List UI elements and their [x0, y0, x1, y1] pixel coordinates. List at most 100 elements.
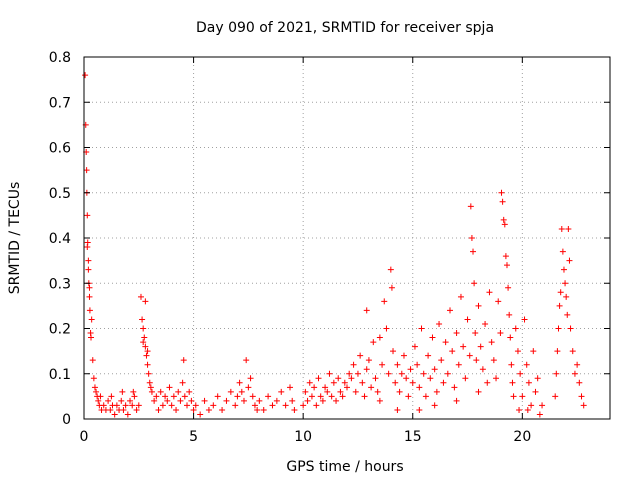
data-point	[273, 397, 280, 404]
data-point	[365, 357, 372, 364]
data-point	[499, 198, 506, 205]
data-point	[339, 393, 346, 400]
data-point	[562, 280, 569, 287]
y-tick-label: 0.1	[49, 367, 71, 383]
data-point	[304, 397, 311, 404]
data-point	[507, 334, 514, 341]
data-point	[177, 397, 184, 404]
data-point	[141, 334, 148, 341]
data-point	[227, 388, 234, 395]
data-point	[490, 357, 497, 364]
data-point	[539, 402, 546, 409]
data-point	[431, 366, 438, 373]
data-point	[86, 284, 93, 291]
data-point	[333, 397, 340, 404]
data-point	[433, 388, 440, 395]
data-point	[479, 366, 486, 373]
data-point	[317, 393, 324, 400]
data-point	[197, 411, 204, 418]
data-point	[381, 298, 388, 305]
data-point	[532, 388, 539, 395]
data-point	[473, 357, 480, 364]
data-point	[143, 352, 150, 359]
data-point	[462, 375, 469, 382]
data-point	[385, 370, 392, 377]
y-tick-label: 0	[62, 412, 71, 428]
data-point	[118, 397, 125, 404]
data-point	[95, 397, 102, 404]
data-point	[558, 225, 565, 232]
data-point	[530, 348, 537, 355]
data-point	[425, 352, 432, 359]
data-point	[571, 370, 578, 377]
data-point	[400, 352, 407, 359]
data-point	[100, 402, 107, 409]
data-point	[82, 72, 89, 79]
x-tick-label: 15	[404, 429, 422, 445]
data-point	[86, 293, 93, 300]
data-point	[291, 406, 298, 413]
data-point	[124, 411, 131, 418]
data-point	[451, 384, 458, 391]
x-axis-label: GPS time / hours	[286, 459, 403, 475]
data-point	[580, 402, 587, 409]
data-point	[528, 402, 535, 409]
data-point	[186, 388, 193, 395]
data-point	[166, 384, 173, 391]
data-point	[146, 379, 153, 386]
data-point	[344, 384, 350, 391]
data-point	[455, 361, 462, 368]
data-point	[392, 379, 399, 386]
data-point	[162, 393, 169, 400]
data-point	[517, 370, 524, 377]
data-point	[574, 361, 581, 368]
data-point	[135, 402, 142, 409]
data-point	[151, 397, 158, 404]
data-point	[372, 375, 379, 382]
data-point	[519, 393, 526, 400]
data-point	[84, 244, 91, 251]
data-point	[84, 212, 91, 219]
data-point	[552, 393, 559, 400]
data-point	[142, 298, 149, 305]
data-point	[498, 189, 505, 196]
data-point	[508, 361, 515, 368]
data-point	[269, 402, 276, 409]
data-point	[449, 348, 456, 355]
data-point	[346, 370, 353, 377]
data-point	[354, 370, 361, 377]
data-point	[89, 357, 96, 364]
data-point	[379, 361, 386, 368]
data-point	[440, 379, 447, 386]
data-point	[83, 167, 90, 174]
data-point	[148, 388, 155, 395]
data-point	[521, 316, 528, 323]
data-point	[453, 330, 460, 337]
y-axis-label: SRMTID / TECUs	[7, 182, 23, 295]
data-point	[514, 348, 521, 355]
data-point	[563, 293, 570, 300]
data-point	[376, 334, 383, 341]
data-point	[493, 375, 500, 382]
data-point	[205, 406, 212, 413]
data-point	[560, 266, 567, 273]
data-point	[247, 375, 254, 382]
data-point	[467, 203, 474, 210]
data-point	[409, 379, 416, 386]
data-point	[453, 397, 460, 404]
y-tick-label: 0.2	[49, 322, 71, 338]
data-point	[173, 406, 180, 413]
data-point	[260, 406, 267, 413]
data-point	[502, 253, 509, 260]
y-tick-label: 0.4	[49, 231, 71, 247]
data-point	[361, 393, 368, 400]
data-point	[85, 257, 92, 264]
data-point	[179, 379, 186, 386]
data-point	[105, 397, 112, 404]
data-point	[111, 411, 118, 418]
data-point	[120, 406, 127, 413]
data-point	[350, 361, 357, 368]
data-point	[192, 402, 199, 409]
data-point	[486, 289, 493, 296]
data-point	[555, 325, 562, 332]
